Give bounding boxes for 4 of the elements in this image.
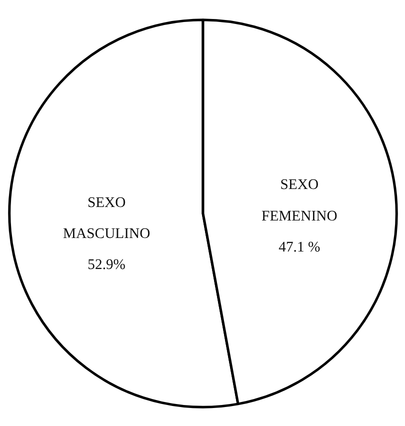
slice-label: SEXO MASCULINO bbox=[63, 194, 150, 242]
data-label: 47.1 % bbox=[278, 239, 320, 256]
slice-label: SEXO FEMENINO bbox=[262, 177, 338, 224]
data-label: 52.9% bbox=[88, 257, 126, 274]
